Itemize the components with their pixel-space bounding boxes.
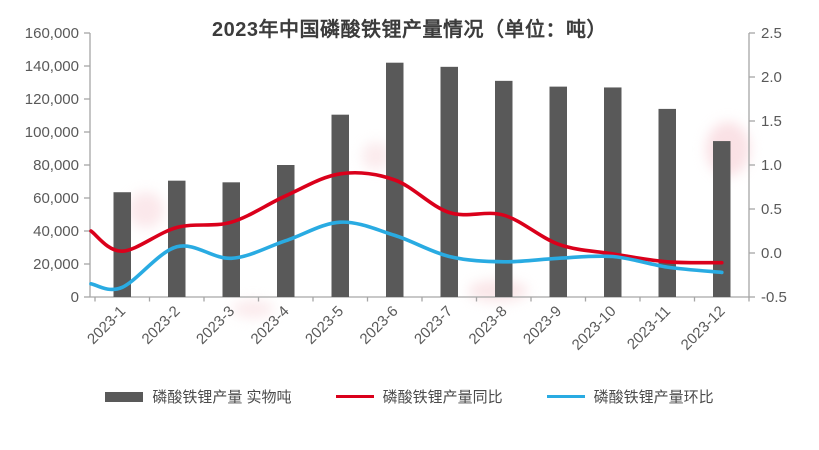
chart-legend: 磷酸铁锂产量 实物吨 磷酸铁锂产量同比 磷酸铁锂产量环比	[0, 386, 819, 407]
x-label-2023-1: 2023-1	[84, 303, 129, 348]
left-axis-label: 0	[71, 289, 79, 306]
right-axis-label: 2.0	[761, 69, 782, 86]
right-axis-label: 0.0	[761, 245, 782, 262]
bar-2023-1	[113, 192, 131, 297]
legend-label-production: 磷酸铁锂产量 实物吨	[152, 389, 292, 406]
mom-line-swatch	[546, 395, 585, 398]
left-axis-label: 140,000	[25, 58, 79, 75]
bar-2023-3	[222, 182, 240, 297]
bar-2023-4	[277, 165, 295, 297]
bar-2023-8	[495, 80, 513, 297]
bar-series-swatch	[105, 391, 144, 402]
left-axis-label: 20,000	[33, 256, 79, 273]
left-axis-label: 100,000	[25, 124, 79, 141]
left-axis-label: 160,000	[25, 25, 79, 42]
legend-item-mom: 磷酸铁锂产量环比	[546, 386, 714, 407]
left-axis-label: 40,000	[33, 223, 79, 240]
yoy-line-swatch	[335, 395, 374, 398]
left-axis-label: 120,000	[25, 91, 79, 108]
bar-2023-12	[713, 141, 731, 297]
bar-2023-10	[604, 87, 622, 297]
right-axis-label: 1.5	[761, 113, 782, 130]
x-label-2023-3: 2023-3	[193, 303, 238, 348]
legend-label-mom: 磷酸铁锂产量环比	[593, 389, 714, 406]
x-label-2023-7: 2023-7	[411, 303, 456, 348]
left-axis-label: 80,000	[33, 157, 79, 174]
right-axis-label: 1.0	[761, 157, 782, 174]
x-label-2023-2: 2023-2	[139, 303, 184, 348]
legend-item-yoy: 磷酸铁锂产量同比	[335, 386, 503, 407]
chart-title: 2023年中国磷酸铁锂产量情况（单位：吨）	[212, 19, 607, 41]
x-label-2023-5: 2023-5	[302, 303, 347, 348]
legend-item-production: 磷酸铁锂产量 实物吨	[105, 386, 292, 407]
x-label-2023-10: 2023-10	[569, 303, 620, 354]
mom-line	[89, 220, 724, 292]
x-label-2023-4: 2023-4	[248, 303, 293, 348]
right-axis-label: 0.5	[761, 201, 782, 218]
bar-2023-9	[549, 86, 567, 297]
right-axis-label: 2.5	[761, 25, 782, 42]
x-label-2023-8: 2023-8	[466, 303, 511, 348]
legend-label-yoy: 磷酸铁锂产量同比	[382, 389, 503, 406]
x-label-2023-11: 2023-11	[624, 303, 674, 353]
bar-2023-5	[331, 114, 349, 297]
yoy-line	[89, 170, 724, 265]
x-label-2023-9: 2023-9	[520, 303, 565, 348]
left-axis-label: 60,000	[33, 190, 79, 207]
bar-2023-2	[168, 180, 186, 297]
right-axis-label: -0.5	[761, 289, 787, 306]
x-label-2023-6: 2023-6	[357, 303, 402, 348]
bar-2023-7	[440, 66, 458, 297]
x-label-2023-12: 2023-12	[678, 303, 729, 354]
bar-2023-11	[658, 108, 676, 298]
